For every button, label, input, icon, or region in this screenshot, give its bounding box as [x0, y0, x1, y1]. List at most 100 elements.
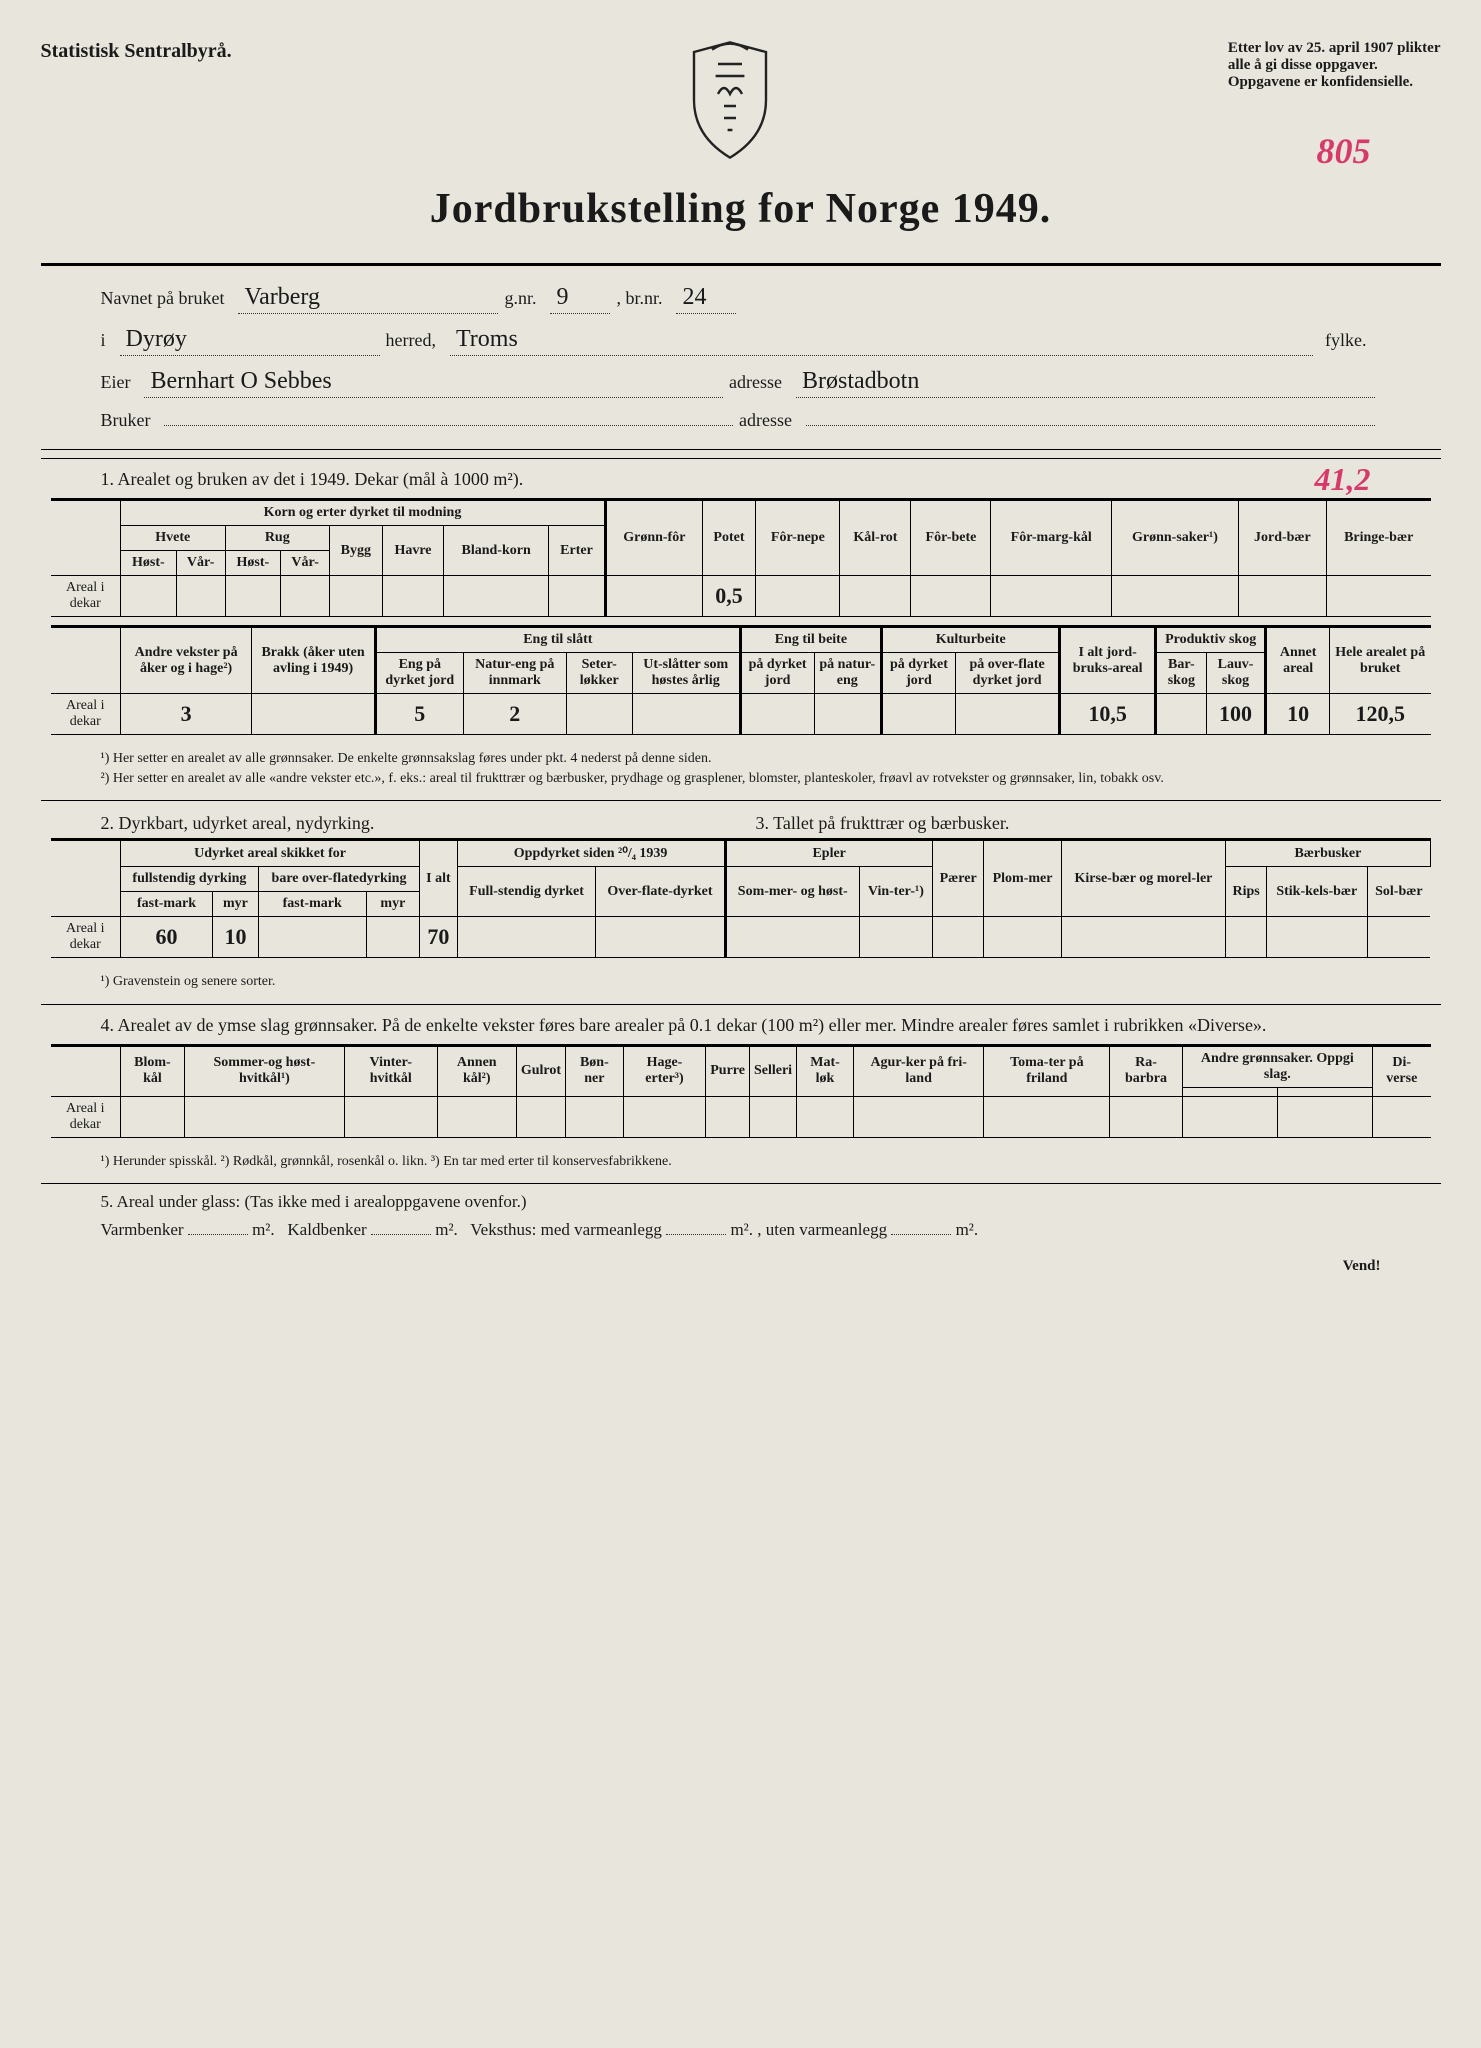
val-andre[interactable]: 3	[121, 694, 252, 735]
label-brnr: , br.nr.	[616, 288, 662, 309]
col-potet: Potet	[702, 500, 756, 576]
field-eier-adresse[interactable]: Brøstadbotn	[796, 368, 1375, 398]
field-bruker-adresse[interactable]	[806, 423, 1375, 426]
val-fastmark[interactable]: 60	[121, 917, 213, 958]
col-ialt2: I alt	[420, 840, 458, 917]
col-blomkal: Blom-kål	[121, 1045, 185, 1096]
col-hele: Hele arealet på bruket	[1329, 627, 1430, 694]
sec1-fn2: ²) Her setter en arealet av alle «andre …	[101, 769, 1381, 789]
val-myr[interactable]: 10	[213, 917, 259, 958]
col-kultur-overflate: på over-flate dyrket jord	[955, 653, 1060, 694]
table1-crops: Korn og erter dyrket til modning Grønn-f…	[51, 498, 1431, 617]
col-gronnfor: Grønn-fôr	[606, 500, 703, 576]
field-kommune[interactable]: Dyrøy	[120, 326, 380, 356]
col-myr1: myr	[213, 892, 259, 917]
col-lauvskog: Lauv-skog	[1206, 653, 1266, 694]
field-navnet[interactable]: Varberg	[238, 284, 498, 314]
col-rug-host: Høst-	[225, 551, 281, 576]
legal-line3: Oppgavene er konfidensielle.	[1228, 74, 1441, 91]
col-eng-dyrket: Eng på dyrket jord	[375, 653, 463, 694]
col-erter: Erter	[548, 526, 605, 576]
table4-veg: Blom-kål Sommer-og høst-hvitkål¹) Vinter…	[51, 1044, 1431, 1138]
field-brnr[interactable]: 24	[676, 284, 736, 314]
col-beite-natur: på natur-eng	[814, 653, 882, 694]
col-plommer: Plom-mer	[984, 840, 1061, 917]
label-navnet: Navnet på bruket	[101, 288, 225, 309]
col-sommer: Som-mer- og høst-	[725, 867, 859, 917]
col-blandkorn: Bland-korn	[444, 526, 549, 576]
col-jordbaer: Jord-bær	[1238, 500, 1326, 576]
col-havre: Havre	[382, 526, 444, 576]
col-stikkels: Stik-kels-bær	[1266, 867, 1367, 917]
col-epler: Epler	[725, 840, 932, 867]
col-gronnsaker: Grønn-saker¹)	[1111, 500, 1238, 576]
val-potet[interactable]: 0,5	[702, 576, 756, 617]
col-kulturbeite: Kulturbeite	[882, 627, 1060, 653]
field-kaldbenker[interactable]	[371, 1234, 431, 1235]
col-bonner: Bøn-ner	[566, 1045, 624, 1096]
field-veksthus1[interactable]	[666, 1234, 726, 1235]
col-andre-b	[1277, 1087, 1372, 1096]
legal-line2: alle å gi disse oppgaver.	[1228, 57, 1441, 74]
sec4-head: 4. Arealet av de ymse slag grønnsaker. P…	[41, 1004, 1441, 1044]
col-rug-var: Vår-	[281, 551, 330, 576]
col-gulrot: Gulrot	[516, 1045, 565, 1096]
sec2-head: 2. Dyrkbart, udyrket areal, nydyrking.	[101, 809, 726, 838]
val-annet[interactable]: 10	[1266, 694, 1330, 735]
table2-land: Andre vekster på åker og i hage²) Brakk …	[51, 625, 1431, 735]
col-bygg: Bygg	[330, 526, 383, 576]
col-engbeite: Eng til beite	[740, 627, 881, 653]
col-baerbusker: Bærbusker	[1226, 840, 1430, 867]
col-purre: Purre	[706, 1045, 750, 1096]
lbl-varmbenker: Varmbenker	[101, 1220, 184, 1239]
col-ialt: I alt jord-bruks-areal	[1060, 627, 1156, 694]
col-oppdyrket: Oppdyrket siden ²⁰/₄ 1939	[457, 840, 725, 867]
row-label-2: Areal i dekar	[51, 694, 121, 735]
col-fastmark1: fast-mark	[121, 892, 213, 917]
agency-name: Statistisk Sentralbyrå.	[41, 40, 232, 63]
field-gnr[interactable]: 9	[550, 284, 610, 314]
col-korn: Korn og erter dyrket til modning	[121, 500, 606, 526]
table4-data-row: Areal i dekar	[51, 1096, 1431, 1137]
val-ialt2[interactable]: 70	[420, 917, 458, 958]
col-beite-dyrket: på dyrket jord	[740, 653, 814, 694]
col-rug: Rug	[225, 526, 330, 551]
field-eier[interactable]: Bernhart O Sebbes	[144, 368, 723, 398]
col-prodskog: Produktiv skog	[1155, 627, 1265, 653]
col-tomater: Toma-ter på friland	[984, 1045, 1110, 1096]
legal-notice: Etter lov av 25. april 1907 plikter alle…	[1228, 40, 1441, 91]
val-natureng[interactable]: 2	[463, 694, 566, 735]
col-annet: Annet areal	[1266, 627, 1330, 694]
turn-over: Vend!	[41, 1254, 1441, 1275]
col-kirsebaer: Kirse-bær og morel-ler	[1061, 840, 1226, 917]
lbl-uten: , uten varmeanlegg	[757, 1220, 887, 1239]
col-paerer: Pærer	[932, 840, 984, 917]
lbl-veksthus: Veksthus: med varmeanlegg	[470, 1220, 662, 1239]
col-bringebaer: Bringe-bær	[1326, 500, 1430, 576]
col-agurker: Agur-ker på fri-land	[853, 1045, 983, 1096]
field-fylke[interactable]: Troms	[450, 326, 1313, 356]
col-fastmark2: fast-mark	[258, 892, 366, 917]
val-lauvskog[interactable]: 100	[1206, 694, 1266, 735]
val-ialt[interactable]: 10,5	[1060, 694, 1156, 735]
col-hvete-var: Vår-	[176, 551, 225, 576]
col-rabarbra: Ra-barbra	[1110, 1045, 1182, 1096]
col-natureng: Natur-eng på innmark	[463, 653, 566, 694]
legal-line1: Etter lov av 25. april 1907 plikter	[1228, 40, 1441, 57]
col-overflate: Over-flate-dyrket	[596, 867, 725, 917]
val-engdyrket[interactable]: 5	[375, 694, 463, 735]
col-utslatter: Ut-slåtter som høstes årlig	[632, 653, 740, 694]
label-eier: Eier	[101, 372, 131, 393]
sec1-title: 1. Arealet og bruken av det i 1949. Deka…	[101, 469, 524, 489]
col-matlok: Mat-løk	[797, 1045, 854, 1096]
field-bruker[interactable]	[164, 423, 733, 426]
col-sommerkal: Sommer-og høst-hvitkål¹)	[184, 1045, 344, 1096]
census-form-page: Statistisk Sentralbyrå. Etter lov av 25.…	[41, 40, 1441, 1275]
val-hele[interactable]: 120,5	[1329, 694, 1430, 735]
red-annotation-top: 805	[1317, 130, 1371, 172]
field-veksthus2[interactable]	[891, 1234, 951, 1235]
field-varmbenker[interactable]	[188, 1234, 248, 1235]
unit-m2-4: m².	[956, 1220, 979, 1239]
col-andre: Andre vekster på åker og i hage²)	[121, 627, 252, 694]
col-rips: Rips	[1226, 867, 1267, 917]
